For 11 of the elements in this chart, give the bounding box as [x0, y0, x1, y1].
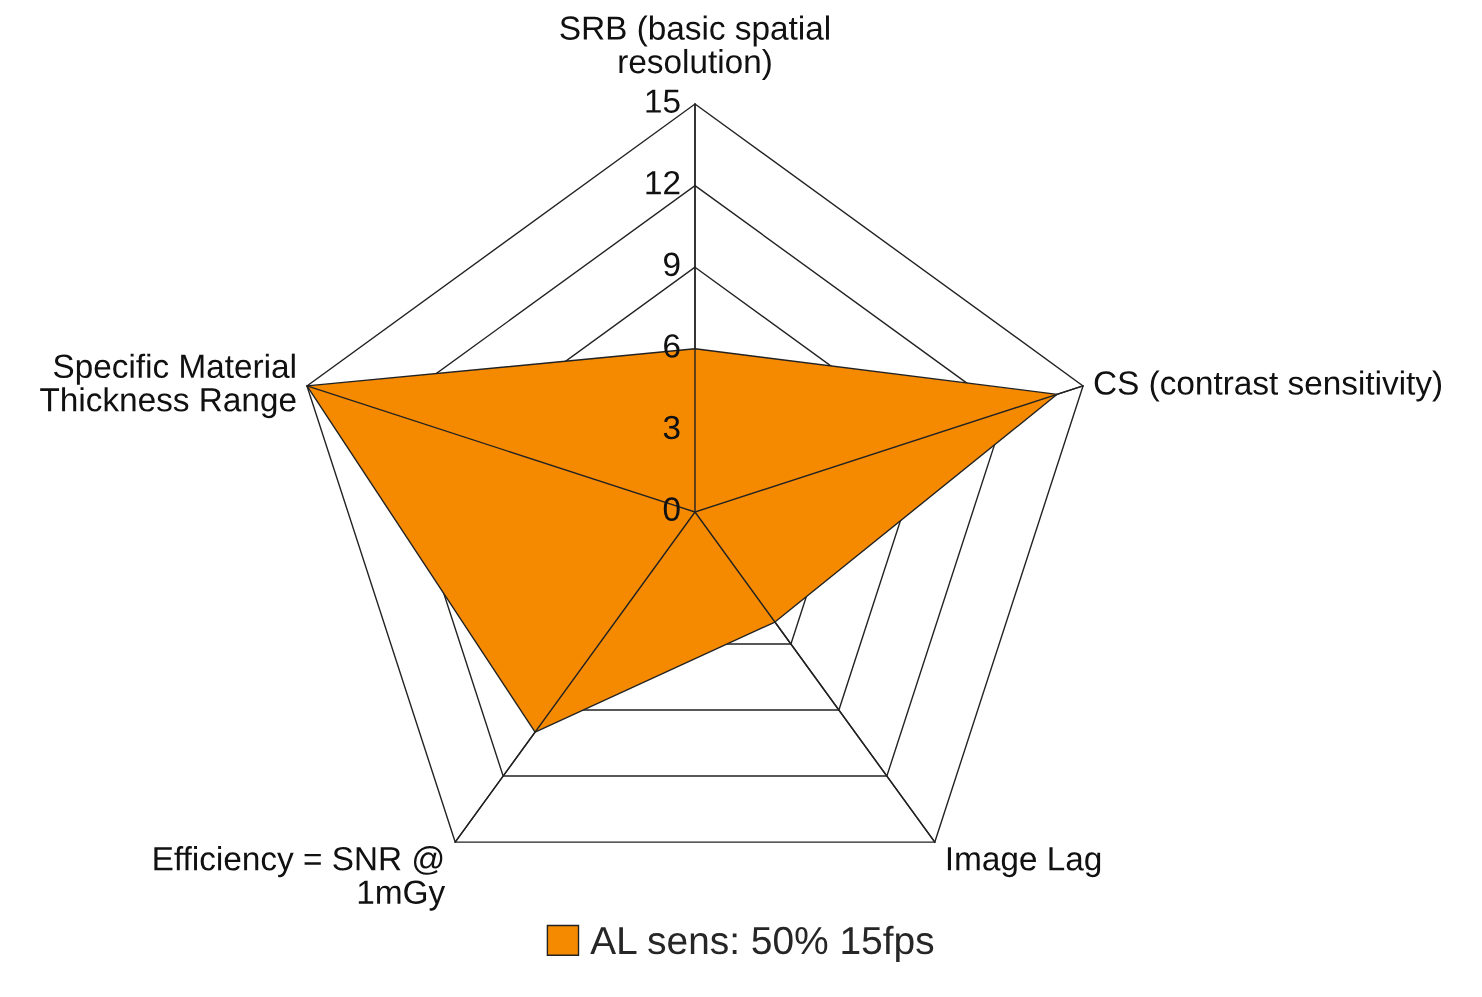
y-tick-label: 9 [664, 252, 680, 277]
y-tick-label: 12 [646, 170, 680, 195]
y-tick-label: 3 [663, 415, 680, 440]
spoke-label: Specific Material Thickness Range [40, 353, 296, 419]
spoke-label: Image Lag [947, 847, 1101, 878]
spoke-label: SRB (basic spatial resolution) [560, 15, 829, 80]
y-tick-label: 15 [646, 89, 680, 113]
spoke-label: CS (contrast sensitivity) [1094, 370, 1442, 402]
y-tick-label: 0 [663, 497, 680, 521]
spoke-label: Efficiency = SNR @ 1mGy [154, 846, 446, 911]
legend-label: AL sens: 50% 15fps [590, 925, 934, 962]
